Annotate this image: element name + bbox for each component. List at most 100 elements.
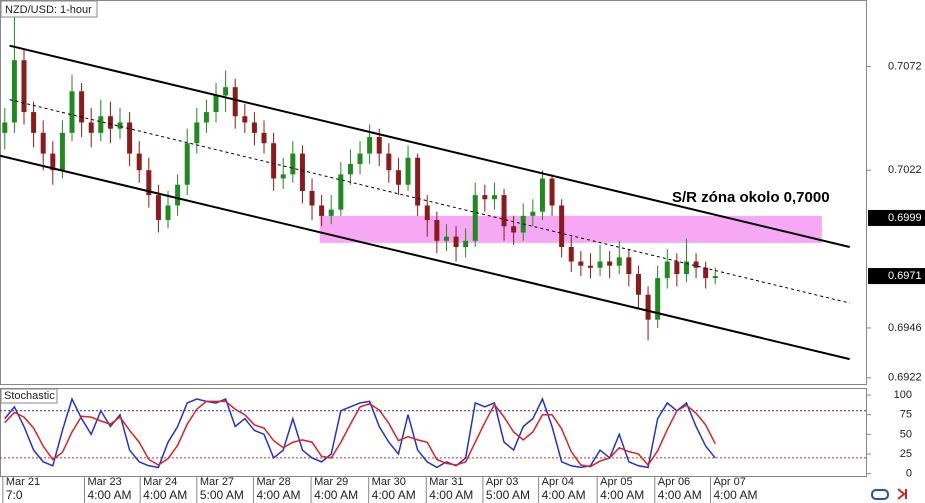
candle-body	[443, 236, 449, 241]
channel-line	[9, 99, 850, 304]
chart-title: NZD/USD: 1-hour	[5, 4, 92, 16]
candle-body	[299, 153, 305, 191]
candle-body	[539, 178, 545, 212]
price-panel	[0, 0, 867, 385]
candle-body	[223, 87, 229, 96]
candle-body	[424, 205, 430, 221]
candle-body	[136, 153, 142, 171]
candle-body	[616, 257, 622, 266]
candle-body	[568, 247, 574, 262]
candle-body	[213, 95, 219, 113]
x-tick-label: Apr 04	[542, 476, 574, 488]
stochastic-line	[4, 396, 716, 469]
candle-body	[511, 226, 517, 233]
candle-body	[674, 261, 680, 274]
candle-body	[482, 195, 488, 200]
candle-body	[127, 122, 133, 154]
x-tick-time: 4:00 AM	[314, 488, 358, 502]
toolbar-icons[interactable]	[871, 488, 907, 500]
candle-body	[530, 211, 536, 216]
x-tick-label: Mar 28	[256, 476, 290, 488]
x-tick-time: 7:0	[6, 488, 23, 502]
zone-label: S/R zóna okolo 0,7000	[672, 189, 830, 206]
stochastic-panel	[0, 388, 867, 477]
candle-body	[155, 195, 161, 221]
x-tick-time: 5:00 AM	[486, 488, 530, 502]
x-tick-label: Apr 07	[713, 476, 745, 488]
channel-line	[0, 154, 850, 361]
candle-body	[261, 132, 267, 144]
title-box	[0, 0, 98, 18]
price-marker-label: 0.6971	[888, 270, 922, 282]
candle-body	[664, 261, 670, 279]
candle-body	[405, 157, 411, 185]
stochastic-title-box	[0, 388, 58, 404]
candle-body	[59, 132, 65, 171]
x-tick-time: 5:00 AM	[200, 488, 244, 502]
candle-body	[386, 153, 392, 171]
candle-body	[50, 153, 56, 171]
candle-body	[175, 184, 181, 206]
link-icon[interactable]	[871, 489, 889, 500]
candle-body	[338, 174, 344, 210]
candle-body	[712, 276, 718, 279]
candle-body	[578, 261, 584, 266]
candle-body	[683, 261, 689, 274]
x-tick-time: 4:00 AM	[143, 488, 187, 502]
candle-body	[501, 195, 507, 227]
stochastic-line	[4, 400, 716, 468]
candle-body	[165, 205, 171, 221]
candle-body	[319, 205, 325, 216]
candle-body	[146, 170, 152, 196]
candle-body	[357, 153, 363, 164]
candle-body	[271, 143, 277, 179]
x-tick-time: 4:00 AM	[372, 488, 416, 502]
price-marker-label: 0.6999	[888, 212, 922, 224]
candle-body	[453, 236, 459, 248]
x-tick-label: Mar 23	[87, 476, 121, 488]
candle-body	[415, 157, 421, 206]
candle-body	[328, 209, 334, 216]
candle-body	[194, 122, 200, 144]
y-tick-label: 100	[894, 389, 912, 401]
candle-body	[491, 195, 497, 200]
x-tick-time: 4:00 AM	[87, 488, 131, 502]
x-tick-label: Apr 06	[658, 476, 690, 488]
y-tick-label: 50	[900, 428, 912, 440]
candle-body	[242, 116, 248, 123]
price-marker	[868, 209, 925, 226]
candle-body	[107, 116, 113, 129]
channel-line	[9, 44, 850, 248]
candle-body	[98, 116, 104, 133]
candle-body	[607, 261, 613, 266]
candle-body	[79, 91, 85, 123]
candle-body	[69, 91, 75, 133]
candle-body	[184, 143, 190, 185]
candle-body	[645, 294, 651, 320]
x-tick-time: 4:00 AM	[713, 488, 757, 502]
y-tick-label: 0.7072	[888, 60, 922, 72]
y-tick-label: 25	[900, 448, 912, 460]
x-tick-time: 4:00 AM	[256, 488, 300, 502]
candle-body	[88, 122, 94, 133]
y-tick-label: 75	[900, 409, 912, 421]
candle-body	[2, 122, 8, 133]
y-tick-label: 0.7022	[888, 164, 922, 176]
x-tick-label: Mar 24	[143, 476, 177, 488]
candle-body	[31, 112, 37, 133]
candle-body	[463, 240, 469, 248]
plot-layer: S/R zóna okolo 0,7000 0.7072 0.7022 0.6946 0…	[0, 12, 925, 503]
candle-body	[290, 153, 296, 175]
scroll-icon[interactable]	[897, 488, 907, 500]
candle-body	[472, 195, 478, 241]
candle-body	[549, 178, 555, 206]
candle-body	[635, 273, 641, 295]
x-tick-label: Apr 03	[486, 476, 518, 488]
candle-body	[626, 257, 632, 274]
x-tick-label: Mar 31	[429, 476, 463, 488]
candle-body	[232, 87, 238, 117]
candle-body	[395, 170, 401, 185]
x-tick-time: 4:00 AM	[658, 488, 702, 502]
candle-body	[597, 261, 603, 268]
